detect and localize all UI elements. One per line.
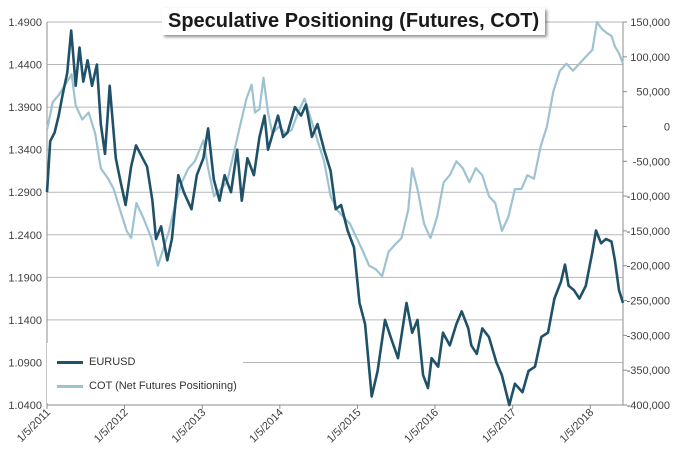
right-tick-label: 0: [664, 121, 670, 133]
left-tick-label: 1.3400: [8, 145, 42, 157]
legend-label-eurusd: EURUSD: [89, 356, 136, 368]
right-axis: 150,000 100,000 50,000 0 -50,000 -100,000 -150…: [623, 17, 670, 412]
x-tick-label: 1/5/2012: [92, 407, 131, 446]
left-tick-label: 1.1900: [8, 272, 42, 284]
legend: EURUSD COT (Net Futures Positioning): [47, 343, 243, 403]
right-tick-label: 100,000: [630, 52, 670, 64]
left-tick-label: 1.2400: [8, 230, 42, 242]
right-tick-label: 50,000: [636, 87, 670, 99]
x-tick-label: 1/5/2015: [325, 407, 364, 446]
right-tick-label: -150,000: [627, 226, 670, 238]
left-tick-label: 1.4900: [8, 17, 42, 29]
right-tick-label: -50,000: [633, 156, 670, 168]
left-tick-label: 1.0400: [8, 400, 42, 412]
right-tick-label: 150,000: [630, 17, 670, 29]
x-tick-label: 1/5/2018: [558, 407, 597, 446]
x-axis: 1/5/2011 1/5/2012 1/5/2013 1/5/2014 1/5/2015…: [15, 405, 596, 445]
x-tick-label: 1/5/2016: [402, 407, 441, 446]
left-axis: 1.4900 1.4400 1.3900 1.3400 1.2900 1.2400 1.19…: [8, 17, 42, 412]
x-tick-label: 1/5/2014: [247, 407, 286, 446]
series-layer: [45, 20, 625, 407]
x-tick-label: 1/5/2011: [15, 407, 53, 445]
right-tick-label: -300,000: [627, 330, 670, 342]
legend-swatch-eurusd: [57, 360, 83, 364]
legend-item-cot: COT (Net Futures Positioning): [57, 379, 237, 393]
series-line-eurusd: [45, 29, 625, 407]
series-line-cot: [45, 20, 625, 278]
left-tick-label: 1.2900: [8, 187, 42, 199]
x-tick-label: 1/5/2017: [480, 407, 519, 446]
right-tick-label: -250,000: [627, 296, 670, 308]
left-tick-label: 1.4400: [8, 60, 42, 72]
right-tick-label: -100,000: [627, 191, 670, 203]
right-tick-label: -350,000: [627, 365, 670, 377]
left-tick-label: 1.3900: [8, 102, 42, 114]
left-tick-label: 1.0900: [8, 357, 42, 369]
legend-swatch-cot: [57, 384, 83, 388]
legend-item-eurusd: EURUSD: [57, 355, 135, 369]
right-tick-label: -400,000: [627, 400, 670, 412]
grid: [46, 21, 624, 406]
x-tick-label: 1/5/2013: [170, 407, 209, 446]
legend-label-cot: COT (Net Futures Positioning): [89, 380, 237, 392]
left-tick-label: 1.1400: [8, 315, 42, 327]
chart-title: Speculative Positioning (Futures, COT): [162, 8, 546, 35]
right-tick-label: -200,000: [627, 261, 670, 273]
